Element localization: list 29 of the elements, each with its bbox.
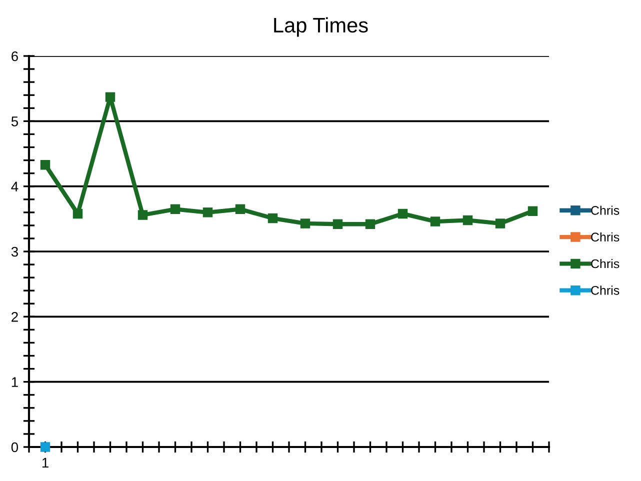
point xyxy=(365,219,376,229)
point xyxy=(398,208,408,219)
y-tick-label: 1 xyxy=(12,377,18,387)
legend-label: Chris xyxy=(591,286,620,295)
y-tick-label: 0 xyxy=(11,442,18,452)
legend-label: Chris xyxy=(591,259,620,268)
point xyxy=(40,442,50,452)
point xyxy=(495,218,506,228)
point xyxy=(528,206,538,216)
y-tick-label: 2 xyxy=(12,312,18,322)
point xyxy=(332,219,343,229)
y-tick-label: 3 xyxy=(11,246,18,257)
point xyxy=(235,204,246,214)
point xyxy=(40,160,50,170)
chart-title: Lap Times xyxy=(274,17,368,37)
legend-label: Chris xyxy=(591,232,620,242)
y-tick-label: 5 xyxy=(11,116,18,126)
point xyxy=(72,208,83,219)
y-tick-label: 6 xyxy=(12,51,18,62)
point xyxy=(300,218,310,228)
point xyxy=(430,216,440,226)
point xyxy=(462,215,473,226)
legend-label: Chris xyxy=(591,206,620,215)
point xyxy=(268,213,278,224)
point xyxy=(105,92,116,102)
y-tick-label: 4 xyxy=(11,182,18,192)
point xyxy=(138,210,148,220)
point xyxy=(170,204,180,214)
point xyxy=(202,208,213,218)
